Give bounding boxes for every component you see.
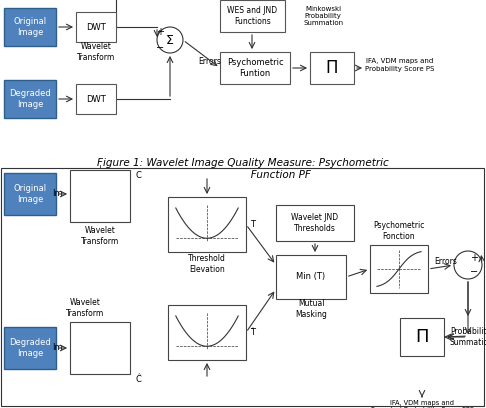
Text: DWT: DWT — [86, 95, 106, 104]
Text: Im: Im — [52, 189, 63, 199]
Text: DWT: DWT — [86, 22, 106, 31]
Text: Π: Π — [415, 328, 429, 346]
Text: Min (T): Min (T) — [296, 273, 326, 282]
Text: T̂: T̂ — [250, 328, 255, 337]
Text: Degraded
Image: Degraded Image — [9, 89, 51, 109]
Text: Ĉ: Ĉ — [135, 375, 141, 384]
Text: IFA, VDM maps and
Probability Score PS: IFA, VDM maps and Probability Score PS — [365, 58, 434, 71]
Text: +: + — [156, 27, 164, 37]
Bar — [276, 205, 354, 241]
Bar — [310, 52, 354, 84]
Text: Mutual
Masking: Mutual Masking — [295, 299, 327, 319]
Bar — [76, 12, 116, 42]
Bar — [4, 8, 56, 46]
Text: −: − — [156, 43, 164, 53]
Bar — [220, 52, 290, 84]
Text: T: T — [250, 220, 255, 229]
Text: −: − — [470, 267, 478, 277]
Bar — [168, 305, 246, 360]
Text: Wavelet JND
Thresholds: Wavelet JND Thresholds — [292, 213, 339, 233]
Text: Wavelet
Transform: Wavelet Transform — [66, 298, 104, 318]
Text: Errors: Errors — [198, 58, 221, 67]
Text: +: + — [470, 253, 478, 263]
Text: Im: Im — [52, 344, 63, 353]
Circle shape — [454, 251, 482, 279]
Text: Psychometric
Fonction: Psychometric Fonction — [373, 221, 425, 241]
Bar — [220, 0, 285, 32]
Text: Errors: Errors — [434, 257, 457, 266]
Bar — [370, 245, 428, 293]
Bar — [76, 84, 116, 114]
Bar — [70, 322, 130, 374]
Bar — [1, 168, 484, 406]
Text: Degraded
Image: Degraded Image — [9, 338, 51, 358]
Bar — [4, 80, 56, 118]
Text: Threshold
Elevation: Threshold Elevation — [188, 254, 226, 274]
Bar — [4, 173, 56, 215]
Text: Probability
Summation: Probability Summation — [449, 327, 486, 347]
Text: Original
Image: Original Image — [14, 184, 47, 204]
Bar — [400, 318, 444, 356]
Text: C: C — [135, 171, 141, 180]
Bar — [70, 170, 130, 222]
Text: Σ: Σ — [166, 35, 174, 47]
Text: Wavelet
Transform: Wavelet Transform — [77, 42, 115, 62]
Text: Psychometric
Funtion: Psychometric Funtion — [226, 58, 283, 78]
Text: Minkowski
Probability
Summation: Minkowski Probability Summation — [303, 6, 343, 26]
Circle shape — [157, 27, 183, 53]
Text: Figure 1: Wavelet Image Quality Measure: Psychometric
                       Fun: Figure 1: Wavelet Image Quality Measure:… — [97, 158, 389, 180]
Bar — [276, 255, 346, 299]
Bar — [4, 327, 56, 369]
Text: Wavelet
Transform: Wavelet Transform — [81, 226, 119, 246]
Text: WES and JND
Functions: WES and JND Functions — [227, 6, 278, 26]
Text: IFA, VDM maps and
Foveated Probability Score FPS: IFA, VDM maps and Foveated Probability S… — [370, 400, 473, 408]
Text: Original
Image: Original Image — [14, 17, 47, 37]
Text: Π: Π — [326, 59, 338, 77]
Bar — [168, 197, 246, 252]
